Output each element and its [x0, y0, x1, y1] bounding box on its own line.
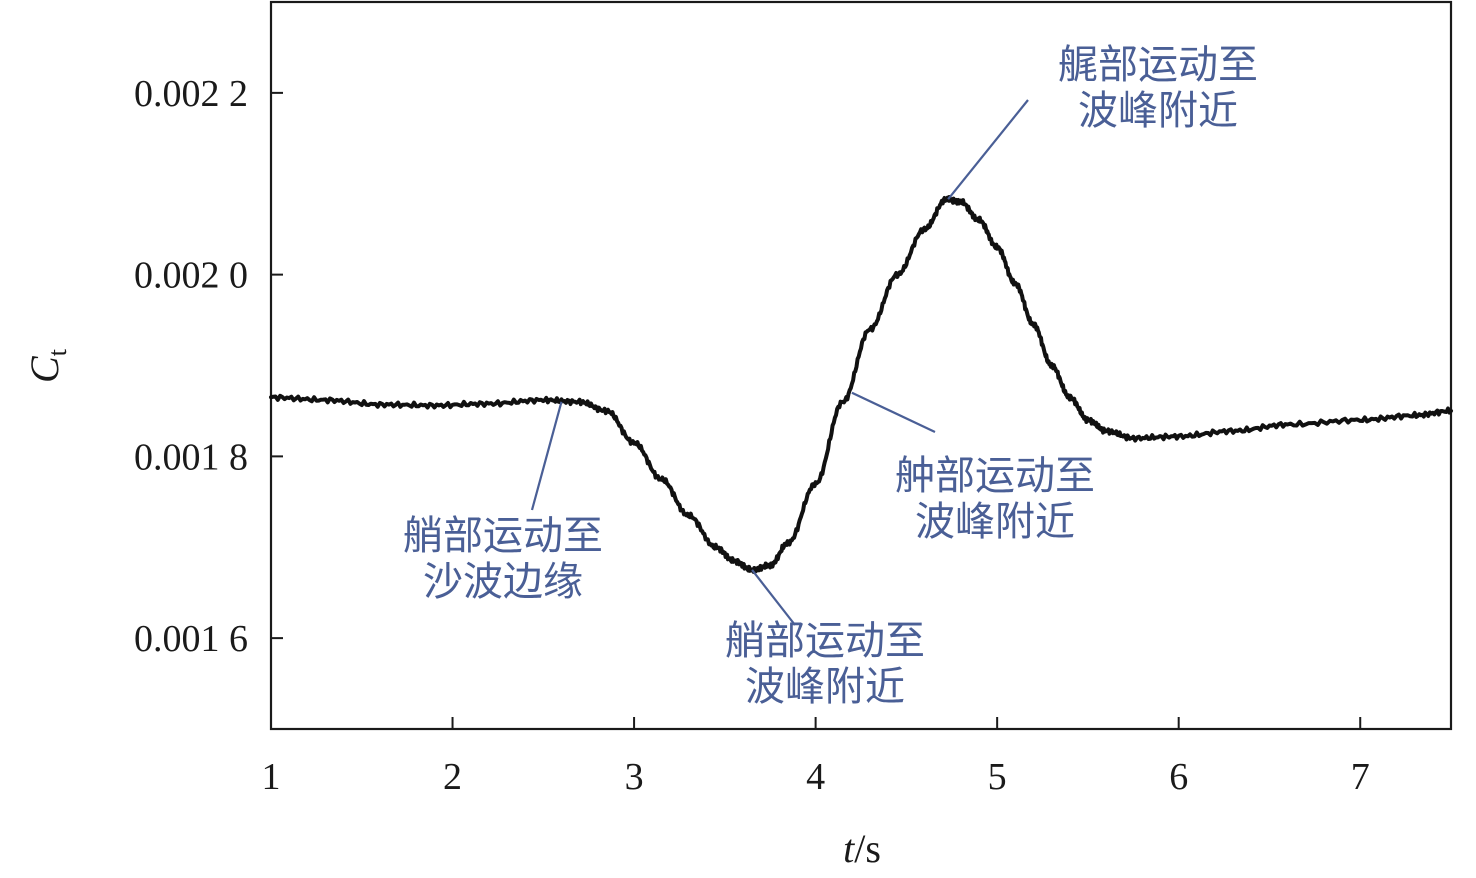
y-tick-label: 0.002 0: [134, 255, 248, 297]
x-tick-label: 2: [443, 756, 462, 798]
annotation-label: 波峰附近: [1078, 88, 1238, 134]
annotation-label: 艄部运动至: [403, 513, 603, 559]
annotation-leader-line: [851, 391, 936, 433]
x-tick-label: 7: [1351, 756, 1370, 798]
annotation-leader-line: [530, 401, 563, 511]
plot-frame: [269, 0, 1453, 731]
y-axis-sub: t: [43, 348, 72, 356]
y-tick-label: 0.002 2: [134, 73, 248, 115]
x-tick-label: 1: [262, 756, 281, 798]
x-tick-label: 4: [806, 756, 825, 798]
annotation-label: 沙波边缘: [423, 559, 583, 605]
x-tick-label: 3: [625, 756, 644, 798]
x-axis-ticks: 1 2 3 4 5 6 7: [262, 717, 1370, 798]
y-axis-var: C: [22, 355, 67, 383]
x-tick-label: 6: [1169, 756, 1188, 798]
series-layer: [269, 195, 1453, 574]
annotation-label: 波峰附近: [915, 499, 1075, 545]
x-axis-var: t: [843, 826, 855, 871]
annotation-leader-line: [751, 569, 796, 626]
y-tick-label: 0.001 6: [134, 618, 248, 660]
y-axis-title: Ct: [22, 348, 72, 383]
annotation-label: 波峰附近: [745, 664, 905, 710]
annotation-label: 艄部运动至: [725, 618, 925, 664]
annotation-label: 舯部运动至: [895, 453, 1095, 499]
annotation-leader-line: [947, 99, 1029, 200]
x-axis-title: t/s: [843, 826, 881, 871]
x-tick-label: 5: [988, 756, 1007, 798]
y-tick-label: 0.001 8: [134, 436, 248, 478]
annotation-label: 艉部运动至: [1058, 42, 1258, 88]
series-line: [269, 195, 1453, 574]
x-axis-unit: /s: [854, 826, 881, 871]
y-axis-ticks: 0.001 6 0.001 8 0.002 0 0.002 2: [134, 73, 283, 660]
